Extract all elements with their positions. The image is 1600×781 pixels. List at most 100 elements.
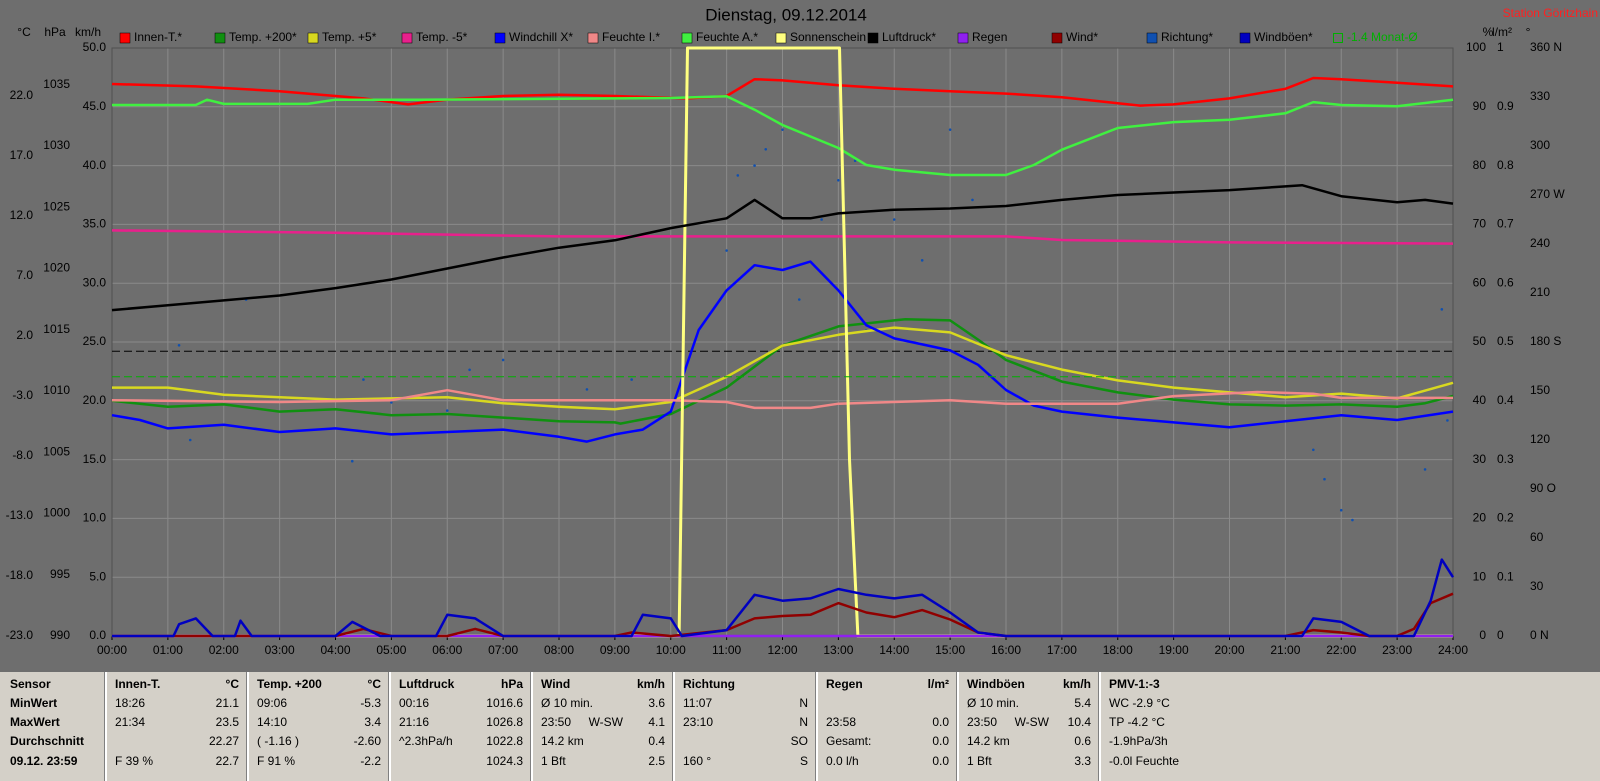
cell-value: 0.4 [648, 734, 665, 748]
series-line [111, 317, 1454, 425]
row-label: Durchschnitt [10, 734, 85, 748]
x-tick-label: 15:00 [935, 643, 965, 657]
y-tick-label: 1000 [43, 506, 70, 520]
y-tick-label: 2.0 [16, 328, 33, 342]
direction-dot [1351, 518, 1354, 522]
direction-dot [362, 378, 365, 381]
legend-label: Wind* [1066, 30, 1098, 44]
cell-text: 1 Bft [541, 754, 566, 768]
cell-value: 0.0 [932, 754, 949, 768]
legend-swatch [1051, 32, 1063, 44]
y-tick-label: 150 [1530, 383, 1550, 397]
legend-swatch [1239, 32, 1251, 44]
cell-text: 00:16 [399, 696, 430, 710]
series-line [112, 94, 1454, 177]
y-tick-label: 360 N [1530, 40, 1562, 54]
legend-swatch [775, 32, 787, 44]
cell-value: 3.6 [648, 696, 665, 710]
y-tick-label: 300 [1530, 138, 1550, 152]
cell-value: 2.5 [648, 754, 665, 768]
x-tick-label: 22:00 [1326, 643, 1356, 657]
series-line [111, 260, 1454, 443]
y-tick-label: 330 [1530, 89, 1550, 103]
direction-dot [820, 218, 823, 221]
cell-value: 10.4 [1067, 715, 1091, 729]
y-tick-label: 1025 [43, 199, 70, 213]
axis-title: km/h [75, 25, 101, 39]
column-separator [1098, 672, 1101, 781]
series-line [111, 76, 1454, 107]
legend-label: Windchill X* [509, 30, 573, 44]
cell-text: -1.9hPa/3h [1109, 734, 1168, 748]
legend-label: Regen [972, 30, 1007, 44]
direction-dot [971, 198, 974, 202]
x-tick-label: 19:00 [1159, 643, 1189, 657]
cell-text: W-SW [588, 715, 623, 729]
y-tick-label: 20 [1473, 511, 1487, 525]
column-unit: hPa [500, 677, 523, 691]
cell-text: 23:50 [967, 715, 998, 729]
y-tick-label: 1010 [43, 383, 70, 397]
direction-dot [501, 358, 505, 362]
cell-text: 18:26 [115, 696, 146, 710]
legend-label: Windböen* [1254, 30, 1313, 44]
legend-label: -1.4 Monat-Ø [1347, 30, 1418, 44]
cell-value: 1022.8 [486, 734, 523, 748]
y-tick-label: 1015 [43, 322, 70, 336]
legend-swatch [119, 32, 131, 44]
cell-text: 14.2 km [967, 734, 1010, 748]
cell-text: WC -2.9 °C [1109, 696, 1170, 710]
y-tick-label: 30 [1473, 452, 1487, 466]
chart: Dienstag, 09.12.2014 Station Göritzhain … [6, 5, 1598, 657]
y-tick-label: 90 O [1530, 481, 1556, 495]
column-header: Wind [541, 677, 571, 691]
cell-text: TP -4.2 °C [1109, 715, 1165, 729]
column-separator [815, 672, 818, 781]
cell-value: 0.0 [932, 715, 949, 729]
legend-label: Richtung* [1161, 30, 1213, 44]
cell-value: N [799, 696, 808, 710]
y-tick-label: -23.0 [6, 628, 34, 642]
column-unit: °C [225, 677, 239, 691]
series-line [111, 388, 1453, 410]
y-tick-label: 70 [1473, 217, 1487, 231]
column-separator [530, 672, 533, 781]
direction-dot [725, 249, 728, 252]
column-unit: l/m² [927, 677, 949, 691]
y-tick-label: 17.0 [10, 148, 34, 162]
cell-value: 3.4 [364, 715, 381, 729]
column-header: Temp. +200 [257, 677, 322, 691]
y-tick-label: 270 W [1530, 187, 1565, 201]
cell-value: 3.3 [1074, 754, 1091, 768]
y-tick-label: 0.8 [1497, 158, 1514, 172]
y-tick-label: -13.0 [6, 508, 34, 522]
cell-value: N [799, 715, 808, 729]
y-tick-label: 30.0 [83, 275, 107, 289]
cell-text: ( -1.16 ) [257, 734, 300, 748]
y-tick-label: 990 [50, 628, 70, 642]
y-tick-label: 100 [1466, 40, 1486, 54]
row-label: 09.12. 23:59 [10, 754, 78, 768]
x-tick-label: 20:00 [1214, 643, 1244, 657]
cell-value: S [799, 754, 808, 768]
column-separator [672, 672, 675, 781]
x-tick-label: 03:00 [265, 643, 295, 657]
cell-text: 21:34 [115, 715, 146, 729]
cell-text: -0.0l Feuchte [1109, 754, 1180, 768]
cell-value: 1016.6 [486, 696, 523, 710]
y-tick-label: 35.0 [83, 217, 107, 231]
cell-value: 4.1 [648, 715, 665, 729]
y-tick-label: 22.0 [10, 88, 34, 102]
x-tick-label: 16:00 [991, 643, 1021, 657]
chart-title: Dienstag, 09.12.2014 [705, 5, 867, 24]
cell-text: F 39 % [115, 754, 154, 768]
legend-label: Innen-T.* [134, 30, 182, 44]
cell-value: 0.0 [932, 734, 949, 748]
cell-value: 21.1 [215, 696, 239, 710]
summary-table: Sensor MinWert MaxWert Durchschnitt 09.12. 2… [0, 672, 1600, 781]
y-tick-label: 0.9 [1497, 99, 1514, 113]
y-tick-label: 25.0 [83, 334, 107, 348]
series-line [111, 183, 1454, 312]
cell-text: 23:58 [826, 715, 857, 729]
direction-dot [445, 409, 449, 412]
